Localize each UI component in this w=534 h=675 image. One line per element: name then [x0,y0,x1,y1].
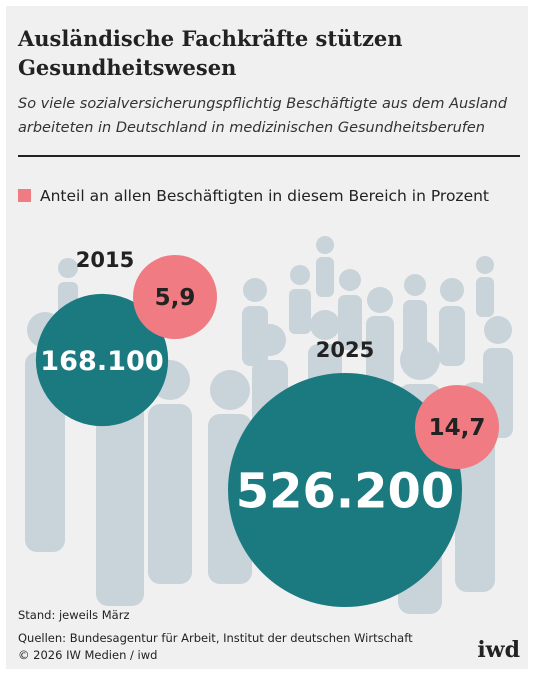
share-bubble [133,255,217,339]
year-label: 2025 [316,338,374,362]
share-label: 5,9 [155,285,196,311]
share-label: 14,7 [429,415,486,441]
bubble-label: 526.200 [236,464,454,520]
brand-logo: iwd [477,637,520,663]
year-label: 2015 [76,248,134,272]
legend-label: Anteil an allen Beschäftigten in diesem … [40,187,489,205]
chart-title: Ausländische Fachkräfte stützen Gesundhei… [17,26,403,80]
legend-swatch [18,189,31,202]
bubble-label: 168.100 [40,346,163,377]
share-bubble [415,385,499,469]
bubble [228,373,462,607]
note: © 2026 IW Medien / iwd [18,648,157,662]
note: Quellen: Bundesagentur für Arbeit, Insti… [18,631,413,645]
note: Stand: jeweils März [18,608,130,622]
bubble [35,293,169,427]
chart-subtitle: So viele sozialversicherungspflichtig Be… [18,96,508,136]
